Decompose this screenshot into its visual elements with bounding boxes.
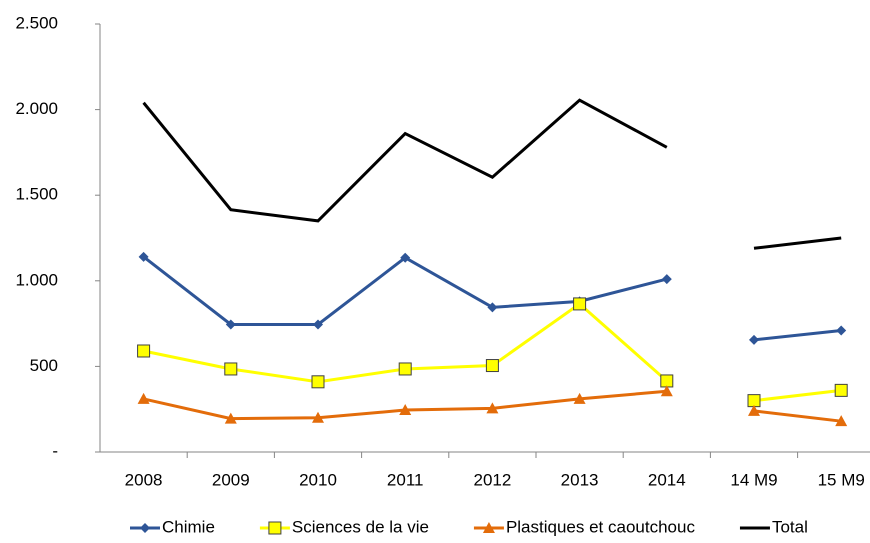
y-tick-label: 1.000 [15,270,58,289]
data-point [573,297,587,311]
legend-label: Sciences de la vie [292,517,429,536]
y-tick-label: 2.000 [15,99,58,118]
x-tick-label: 2009 [212,470,250,489]
data-point [399,404,412,416]
data-point [311,375,325,389]
x-tick-label: 2013 [561,470,599,489]
data-point [747,394,761,408]
x-tick-label: 2010 [299,470,337,489]
data-point [660,374,674,388]
data-point [749,334,759,345]
legend-label: Total [772,517,808,536]
legend-marker [268,521,282,535]
data-point [138,251,149,262]
data-point [836,325,847,336]
legend-label: Plastiques et caoutchouc [506,517,696,536]
data-point [486,402,499,414]
y-tick-label: 500 [30,356,58,375]
data-point [748,404,760,416]
series-line [753,409,842,423]
x-tick-label: 14 M9 [730,470,777,489]
y-tick-label: 1.500 [15,185,58,204]
data-point [400,252,411,263]
series-line [142,98,668,223]
x-tick-label: 2008 [125,470,163,489]
data-point [834,383,848,397]
data-point [312,411,324,423]
series-line [142,255,668,326]
data-point [225,319,236,330]
x-tick-label: 2012 [473,470,511,489]
data-point [224,412,237,424]
data-point [398,362,412,376]
legend-marker [482,522,495,533]
x-tick-label: 2011 [387,470,424,489]
series-line [753,236,842,250]
data-point [313,319,323,330]
data-point [661,274,672,285]
data-point [487,302,498,313]
legend-label: Chimie [162,517,215,536]
data-point [137,344,151,358]
y-tick-label: 2.500 [15,13,58,32]
x-tick-label: 2014 [648,470,686,489]
y-tick-label: - [52,441,58,460]
x-tick-label: 15 M9 [818,470,865,489]
data-point [485,359,499,373]
series-line [753,328,842,342]
data-point [660,385,673,397]
series-line [753,388,842,403]
data-point [224,362,238,376]
data-point [573,392,586,404]
legend-marker [140,523,150,533]
data-point [137,392,150,404]
data-point [835,415,848,427]
